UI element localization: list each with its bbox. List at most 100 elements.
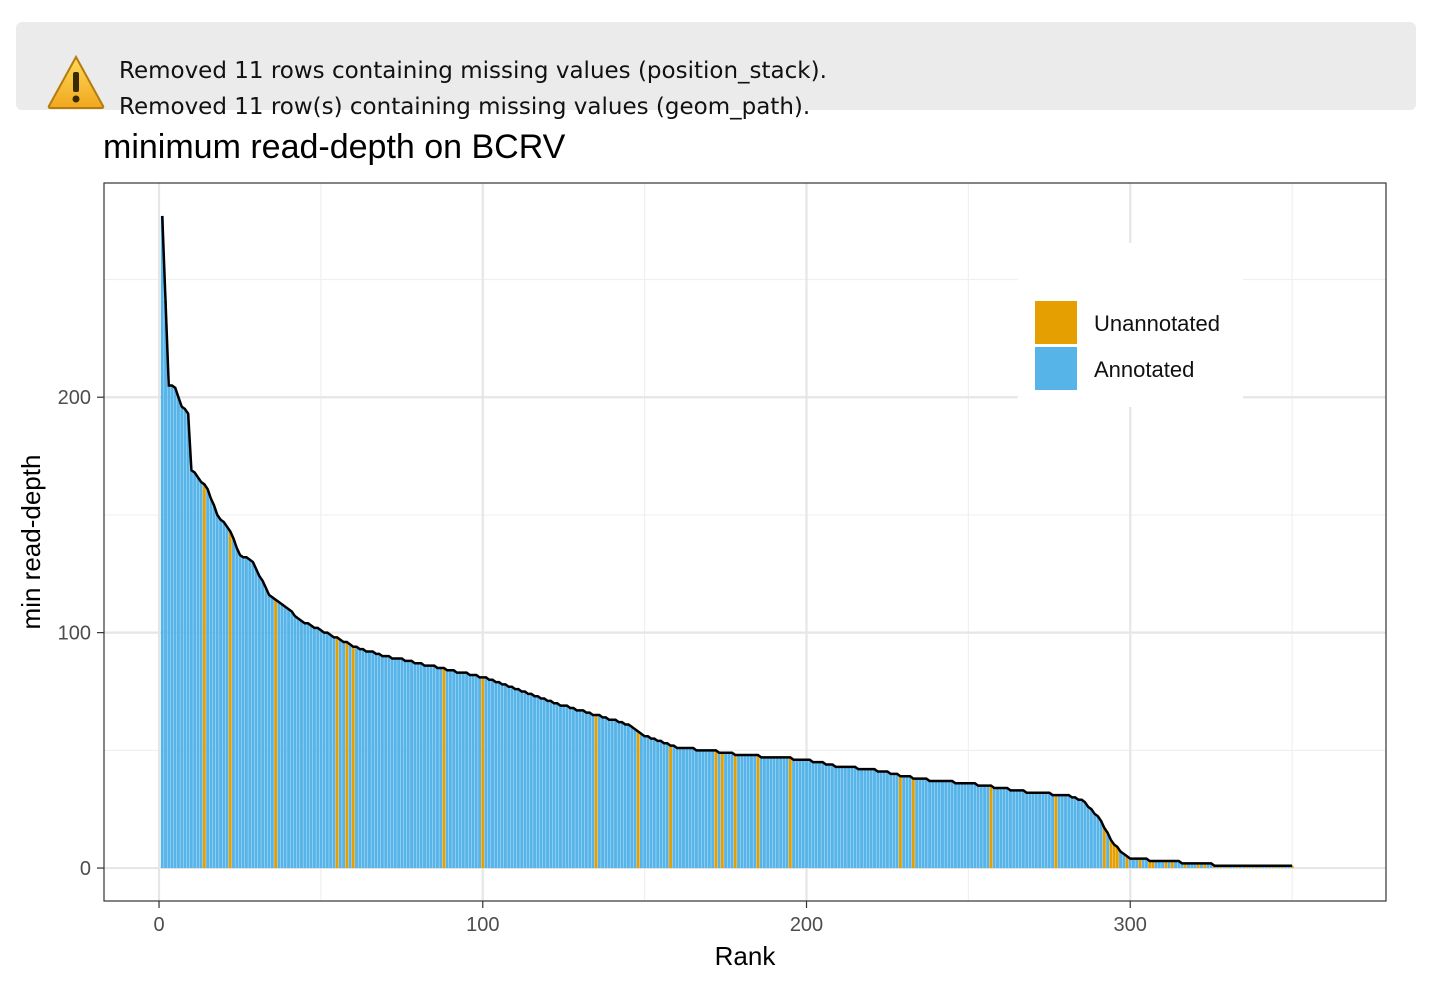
bar-annotated <box>1144 858 1148 869</box>
bar-annotated <box>533 696 537 869</box>
bar-annotated <box>303 623 307 869</box>
bar-annotated <box>468 675 472 869</box>
bar-annotated <box>584 712 588 869</box>
bar-annotated <box>500 684 504 869</box>
bar-annotated <box>306 623 310 869</box>
bar-annotated <box>707 750 711 869</box>
bar-annotated <box>902 776 906 869</box>
bar-annotated <box>1157 860 1161 869</box>
bar-annotated <box>843 766 847 869</box>
warning-line: Removed 11 rows containing missing value… <box>119 58 827 84</box>
bar-annotated <box>1128 858 1132 869</box>
bar-unannotated <box>345 642 349 869</box>
bar-annotated <box>966 783 970 869</box>
bar-annotated <box>510 686 514 869</box>
bar-annotated <box>241 557 245 869</box>
bar-annotated <box>1051 795 1055 869</box>
bar-annotated <box>976 785 980 869</box>
bar-unannotated <box>1148 860 1152 869</box>
bar-annotated <box>458 672 462 869</box>
bar-annotated <box>604 717 608 869</box>
bar-annotated <box>876 771 880 869</box>
bar-annotated <box>759 757 763 869</box>
bar-annotated <box>238 554 242 869</box>
bar-annotated <box>694 750 698 869</box>
bar-annotated <box>782 757 786 869</box>
bar-annotated <box>830 764 834 869</box>
bar-annotated <box>892 773 896 869</box>
bar-unannotated <box>733 755 737 869</box>
bar-annotated <box>277 602 281 869</box>
bar-annotated <box>562 705 566 869</box>
bar-unannotated <box>756 755 760 869</box>
panel-border <box>103 182 1387 902</box>
bar-annotated <box>406 660 410 869</box>
bar-annotated <box>322 632 326 869</box>
bar-unannotated <box>989 785 993 869</box>
bar-unannotated <box>1109 839 1113 869</box>
bar-annotated <box>309 625 313 869</box>
bar-unannotated <box>669 745 672 869</box>
x-tick-label: 100 <box>466 914 499 936</box>
bar-annotated <box>251 562 255 869</box>
bar-annotated <box>167 385 171 869</box>
bar-annotated <box>578 710 582 869</box>
warning-icon <box>47 54 105 109</box>
bar-annotated <box>656 740 660 869</box>
bar-annotated <box>380 656 384 869</box>
bar-annotated <box>426 665 430 869</box>
bar-unannotated <box>1151 860 1155 869</box>
bar-annotated <box>173 387 177 869</box>
bar-annotated <box>766 757 770 869</box>
bar-annotated <box>698 750 702 869</box>
bar-annotated <box>724 752 728 869</box>
bar-unannotated <box>202 484 206 869</box>
bar-annotated <box>688 747 692 869</box>
bar-annotated <box>209 498 213 869</box>
bar-annotated <box>682 747 685 869</box>
bar-annotated <box>1073 797 1077 869</box>
bar-annotated <box>254 569 258 869</box>
bar-annotated <box>814 762 818 869</box>
bar-annotated <box>1096 816 1100 869</box>
bar-annotated <box>821 762 825 869</box>
bar-annotated <box>834 766 838 869</box>
bar-annotated <box>701 750 705 869</box>
bar-annotated <box>785 757 789 869</box>
bar-annotated <box>1060 795 1064 869</box>
bar-annotated <box>610 719 614 869</box>
bar-annotated <box>639 733 643 869</box>
bar-annotated <box>484 677 488 869</box>
bar-annotated <box>652 738 656 869</box>
bar-annotated <box>300 620 303 869</box>
bar-unannotated <box>1164 860 1168 869</box>
bar-annotated <box>419 663 423 869</box>
bar-annotated <box>947 780 951 869</box>
bar-annotated <box>866 769 870 869</box>
bar-annotated <box>827 764 831 869</box>
x-axis-title: Rank <box>715 941 777 971</box>
bar-annotated <box>342 642 346 869</box>
bar-annotated <box>963 783 967 869</box>
bar-annotated <box>516 689 520 869</box>
bar-annotated <box>950 780 954 869</box>
bar-annotated <box>219 519 223 869</box>
bar-annotated <box>439 667 443 869</box>
bar-annotated <box>675 747 679 869</box>
bar-annotated <box>737 755 740 869</box>
bar-annotated <box>798 759 802 869</box>
bar-annotated <box>546 700 549 869</box>
bar-annotated <box>1018 790 1022 869</box>
bar-annotated <box>571 707 575 869</box>
bar-annotated <box>429 665 433 869</box>
bar-unannotated <box>1054 795 1058 869</box>
bar-annotated <box>193 472 197 869</box>
bar-annotated <box>889 773 893 869</box>
bar-annotated <box>853 766 857 869</box>
bar-unannotated <box>1203 863 1207 869</box>
bar-annotated <box>244 557 248 869</box>
bar-annotated <box>617 722 621 869</box>
bar-annotated <box>1080 799 1084 869</box>
bar-annotated <box>225 526 229 869</box>
